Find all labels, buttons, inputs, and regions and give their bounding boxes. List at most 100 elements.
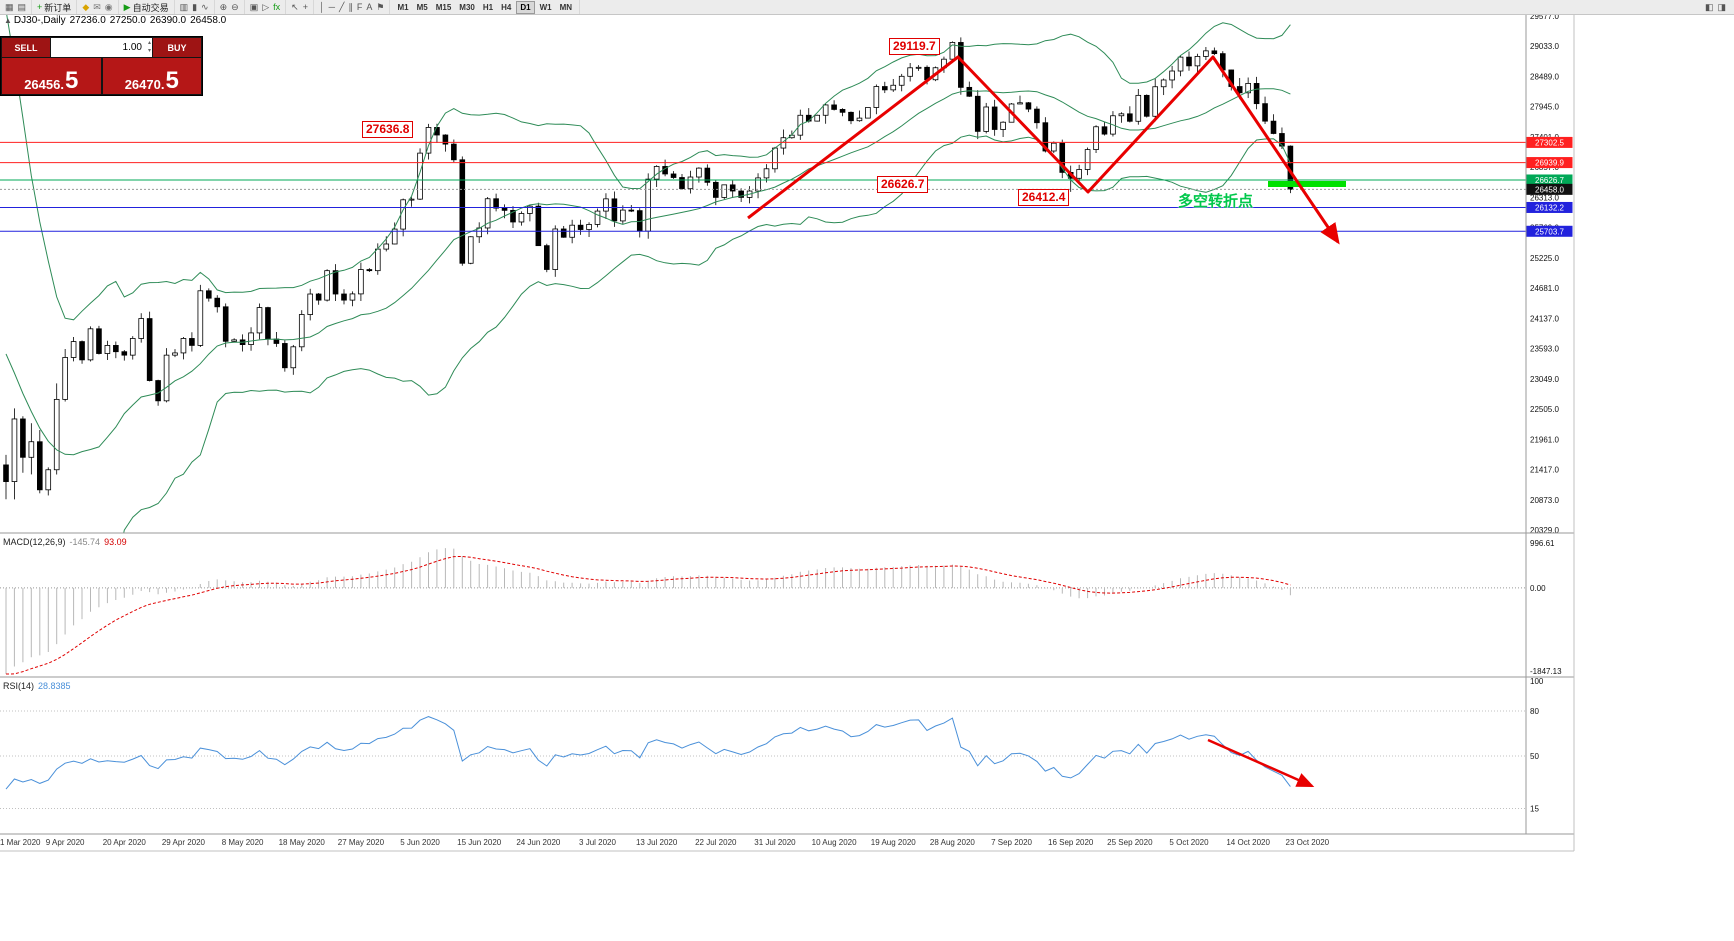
date-axis-label: 3 Jul 2020 <box>579 838 616 847</box>
price-level-badge <box>1526 136 1573 148</box>
alert-icon[interactable]: ◆ <box>80 1 91 13</box>
channel-icon: ∥ <box>348 2 353 12</box>
bars-chart-icon[interactable]: ▥ <box>178 1 191 13</box>
vertical-line-icon[interactable]: │ <box>317 1 327 13</box>
rsi-label: RSI(14) 28.8385 <box>3 681 71 691</box>
timeframe-m1[interactable]: M1 <box>397 2 409 12</box>
text-label-icon: A <box>366 2 373 12</box>
toolbar-group: ↖ + <box>286 0 314 14</box>
cursor-icon[interactable]: ↖ <box>289 1 301 13</box>
timeframe-m30[interactable]: M30 <box>459 2 475 12</box>
date-axis-label: 22 Jul 2020 <box>695 838 737 847</box>
mailbox-icon[interactable]: ✉ <box>91 1 103 13</box>
timeframe-h1[interactable]: H1 <box>482 2 494 12</box>
price-callout[interactable]: 27636.8 <box>362 121 414 138</box>
rsi-name: RSI(14) <box>3 681 35 691</box>
timeframe-w1[interactable]: W1 <box>539 2 552 12</box>
sell-price[interactable]: 26456. 5 <box>2 58 101 94</box>
price-level-badge <box>1526 174 1573 186</box>
sell-button[interactable]: SELL <box>2 38 50 57</box>
buy-price-big-digit: 5 <box>165 66 179 94</box>
macd-scale-label: -1847.13 <box>1530 667 1562 676</box>
date-axis-label: 7 Sep 2020 <box>991 838 1032 847</box>
price-scale-label: 27945.0 <box>1530 103 1559 112</box>
bars-chart-icon: ▥ <box>179 2 189 12</box>
market-icon[interactable]: ◉ <box>103 1 115 13</box>
price-scale-label: 24681.0 <box>1530 284 1559 293</box>
price-scale-label: 29033.0 <box>1530 42 1559 51</box>
timeframe-h4[interactable]: H4 <box>501 2 512 12</box>
channel-icon[interactable]: ∥ <box>346 1 355 13</box>
macd-label: MACD(12,26,9) -145.74 93.09 <box>3 537 127 547</box>
toolbar: ▦ ▤ + 新订单 ◆ ✉ ◉ ▶ 自动交易 ▥ ▮ ∿ ⊕ ⊖ ▣ ▷ fx ↖ + │ ─ ╱ ∥ F A ⚑ M1 M5 M15 M… <box>0 0 1734 15</box>
text-label-icon[interactable]: A <box>364 1 374 13</box>
price-callout[interactable]: 26626.7 <box>877 176 929 193</box>
rsi-down-arrow[interactable] <box>1207 738 1315 788</box>
lot-step-up-icon[interactable]: ▴ <box>147 40 151 46</box>
price-level-badge <box>1526 225 1573 237</box>
buy-price-main: 26470. <box>124 77 165 92</box>
candlestick-chart-icon[interactable]: ▮ <box>190 1 199 13</box>
crosshair-icon[interactable]: + <box>301 1 310 13</box>
cursor-icon: ↖ <box>291 2 299 12</box>
date-axis-label: 16 Sep 2020 <box>1048 838 1094 847</box>
bollinger-middle-band <box>5 88 1291 456</box>
auto-scroll-icon[interactable]: ▣ <box>248 1 261 13</box>
bollinger-upper-band <box>6 15 1291 321</box>
price-level-badge-text: 26939.9 <box>1535 159 1564 168</box>
date-axis-label: 14 Oct 2020 <box>1226 838 1270 847</box>
fibonacci-icon[interactable]: F <box>355 1 365 13</box>
buy-button[interactable]: BUY <box>153 38 201 57</box>
timeframe-m5[interactable]: M5 <box>416 2 428 12</box>
new-chart-icon[interactable]: ▦ <box>3 1 16 13</box>
line-chart-icon[interactable]: ∿ <box>199 1 211 13</box>
macd-name: MACD(12,26,9) <box>3 537 66 547</box>
price-scale-label: 21417.0 <box>1530 466 1559 475</box>
toolbar-group: ▣ ▷ fx <box>245 0 287 14</box>
dock-left-icon[interactable]: ◧ <box>1703 1 1716 13</box>
price-level-badge <box>1526 201 1573 213</box>
price-scale-label: 28489.0 <box>1530 72 1559 81</box>
date-axis-label: 13 Jul 2020 <box>636 838 678 847</box>
toolbar-right-icons: ◧ ◨ <box>1703 1 1728 13</box>
buy-price[interactable]: 26470. 5 <box>102 58 201 94</box>
new-order-button[interactable]: + 新订单 <box>35 1 73 13</box>
timeframe-d1[interactable]: D1 <box>516 0 535 14</box>
lot-stepper[interactable]: ▴ ▾ <box>148 39 151 55</box>
lot-step-down-icon[interactable]: ▾ <box>147 48 151 54</box>
price-scale-label: 29577.0 <box>1530 12 1559 21</box>
zoom-out-icon[interactable]: ⊖ <box>229 1 241 13</box>
date-axis-label: 15 Jun 2020 <box>457 838 502 847</box>
horizontal-line-icon[interactable]: ─ <box>327 1 337 13</box>
timeframe-m15[interactable]: M15 <box>435 2 452 12</box>
dock-right-icon[interactable]: ◨ <box>1715 1 1728 13</box>
rsi-value: 28.8385 <box>38 681 71 691</box>
zoom-in-icon[interactable]: ⊕ <box>218 1 230 13</box>
macd-histogram <box>5 548 1291 674</box>
auto-trading-button[interactable]: ▶ 自动交易 <box>122 1 171 13</box>
green-zone-bar[interactable] <box>1268 181 1346 187</box>
toolbar-group: ▶ 自动交易 <box>119 0 175 14</box>
indicators-icon[interactable]: fx <box>271 1 282 13</box>
arrows-tool-icon[interactable]: ⚑ <box>374 1 386 13</box>
macd-panel <box>0 548 1526 675</box>
chart-title: ▲ DJ30-,Daily 27236.0 27250.0 26390.0 26458.0 <box>4 15 230 26</box>
timeframe-mn[interactable]: MN <box>559 2 573 12</box>
lot-size-field[interactable]: 1.00 ▴ ▾ <box>51 38 152 57</box>
price-callout[interactable]: 26412.4 <box>1018 189 1070 206</box>
price-scale-label: 23593.0 <box>1530 345 1559 354</box>
chart-shift-icon[interactable]: ▷ <box>260 1 271 13</box>
date-axis-label: 10 Aug 2020 <box>812 838 857 847</box>
rsi-scale-label: 80 <box>1530 707 1539 716</box>
date-axis-label: 1 Mar 2020 <box>0 838 41 847</box>
trend-arrow[interactable] <box>747 55 1340 245</box>
turning-point-label[interactable]: 多空转折点 <box>1178 193 1254 210</box>
trendline-icon[interactable]: ╱ <box>337 1 346 13</box>
price-level-badge <box>1526 157 1573 169</box>
sell-price-big-digit: 5 <box>64 66 79 94</box>
dock-right-icon: ◨ <box>1717 2 1726 12</box>
price-callout[interactable]: 29119.7 <box>889 38 940 55</box>
chart-list-icon[interactable]: ▤ <box>16 1 29 13</box>
